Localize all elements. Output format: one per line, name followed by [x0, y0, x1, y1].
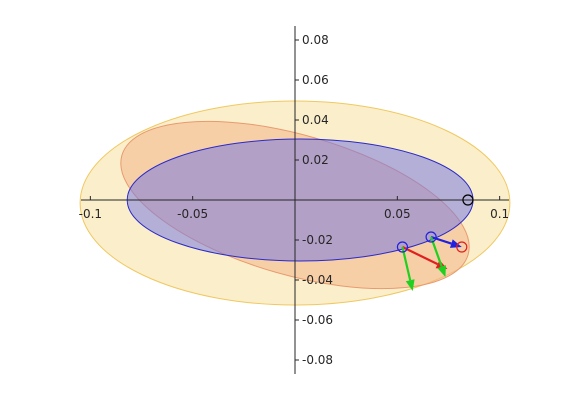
- green-arrow-1-head: [405, 279, 415, 291]
- y-tick-label: 0.02: [302, 153, 329, 167]
- y-tick-label: 0.06: [302, 73, 329, 87]
- y-tick-label: 0.08: [302, 33, 329, 47]
- y-tick-label: -0.08: [302, 353, 333, 367]
- black-point: [462, 194, 474, 206]
- blue-point-2: [425, 231, 437, 243]
- point-layer: [396, 194, 474, 253]
- blue-point-1: [396, 241, 409, 253]
- blue-arrow-shaft: [430, 235, 452, 245]
- y-tick-label: 0.04: [302, 113, 329, 127]
- y-tick-label: -0.04: [302, 273, 333, 287]
- x-tick-label: 0.1: [490, 207, 509, 221]
- blue-arrow-head: [449, 239, 462, 248]
- x-tick-label: 0.05: [384, 207, 411, 221]
- red-arrow-shaft: [401, 246, 439, 266]
- red-point: [456, 241, 468, 253]
- green-arrow-2-head: [437, 265, 446, 277]
- y-tick-label: -0.02: [302, 233, 333, 247]
- green-arrow-1-shaft: [401, 246, 412, 281]
- x-tick-label: -0.05: [177, 207, 208, 221]
- x-tick-label: -0.1: [79, 207, 102, 221]
- axes: -0.1 -0.05 0.05 0.1 0.08 0.06 0.04 0.02 -0.02 -0.…: [79, 26, 509, 374]
- y-tick-label: -0.06: [302, 313, 333, 327]
